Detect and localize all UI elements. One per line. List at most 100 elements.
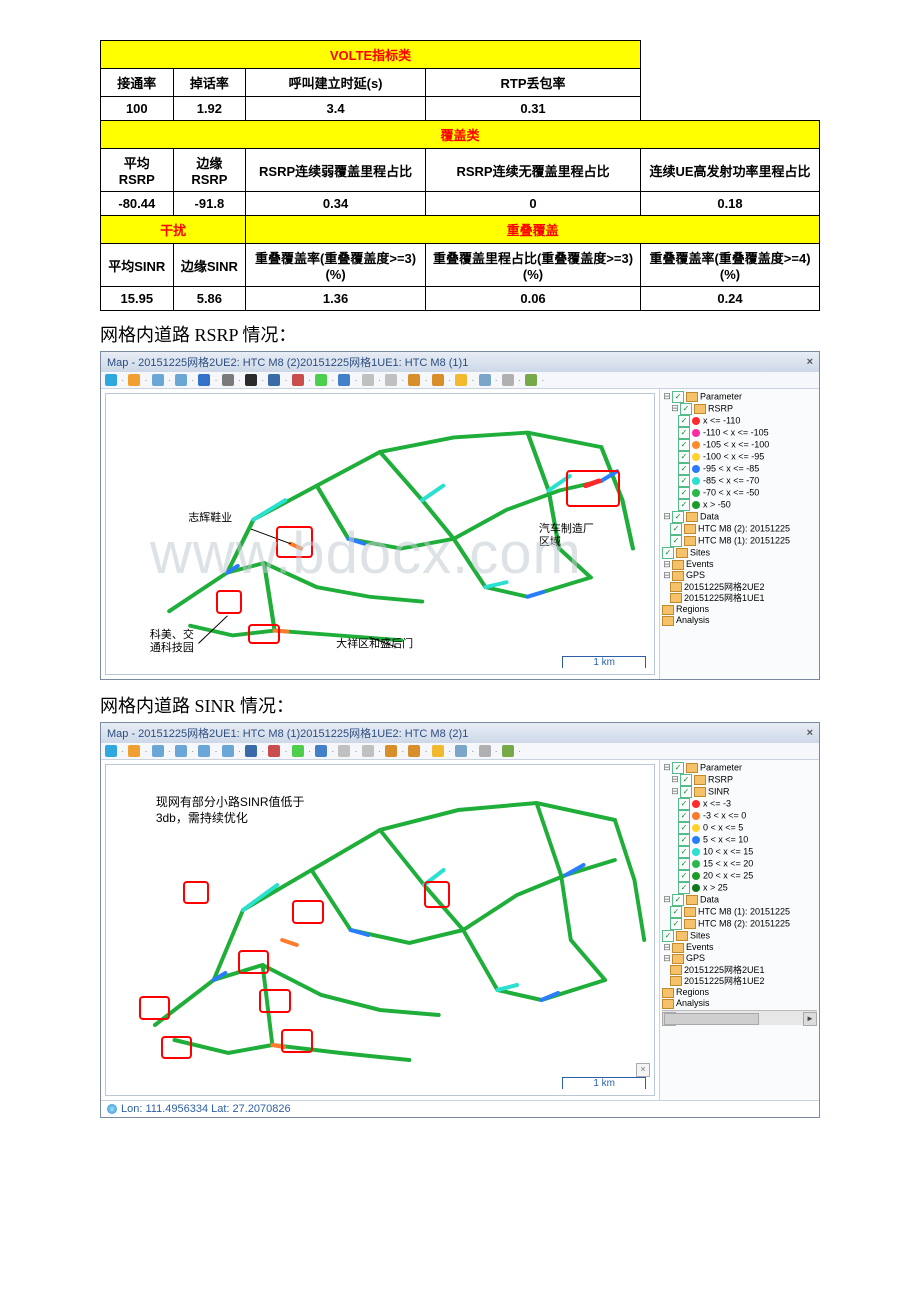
toolbar-icon[interactable] [408, 745, 420, 757]
toolbar-icon[interactable] [245, 374, 257, 386]
toolbar-icon[interactable] [385, 374, 397, 386]
toolbar-icon[interactable] [455, 745, 467, 757]
close-icon[interactable]: × [807, 727, 813, 739]
highlight-box [276, 526, 313, 558]
map-titlebar: Map - 20151225网格2UE1: HTC M8 (1)20151225… [101, 723, 819, 743]
col-header: 重叠覆盖率(重叠覆盖度>=3)(%) [246, 244, 426, 287]
highlight-box [161, 1036, 192, 1060]
volte-header: VOLTE指标类 [101, 41, 641, 69]
toolbar-icon[interactable] [432, 745, 444, 757]
toolbar-icon[interactable] [222, 374, 234, 386]
toolbar-icon[interactable] [385, 745, 397, 757]
toolbar-icon[interactable] [362, 745, 374, 757]
highlight-box [281, 1029, 312, 1053]
col-header: 呼叫建立时延(s) [246, 69, 426, 97]
map-canvas[interactable]: 志辉鞋业 科美、交 通科技园 大祥区和盛后门 汽车制造厂 区域 1 km www… [105, 393, 655, 675]
toolbar-icon[interactable] [362, 374, 374, 386]
toolbar-icon[interactable] [315, 745, 327, 757]
highlight-box [216, 590, 242, 614]
toolbar-icon[interactable] [338, 374, 350, 386]
scroll-thumb[interactable] [664, 1013, 759, 1025]
toolbar-icon[interactable] [432, 374, 444, 386]
map-side-panel: ⊟✓Parameter⊟✓RSRP✓x <= -110✓-110 < x <= … [659, 389, 819, 679]
toolbar-icon[interactable] [338, 745, 350, 757]
globe-icon [107, 1104, 117, 1114]
toolbar-icon[interactable] [245, 745, 257, 757]
section-title-rsrp: 网格内道路 RSRP 情况： [100, 321, 820, 347]
coverage-header: 覆盖类 [101, 121, 820, 149]
map-title: Map - 20151225网格2UE1: HTC M8 (1)20151225… [107, 725, 468, 741]
scroll-right-icon[interactable]: ► [803, 1012, 817, 1026]
col-header: RTP丢包率 [426, 69, 641, 97]
map-canvas[interactable]: 现网有部分小路SINR值低于3db，需持续优化 1 km × [105, 764, 655, 1096]
metrics-table: VOLTE指标类 接通率 掉话率 呼叫建立时延(s) RTP丢包率 100 1.… [100, 40, 820, 311]
cell: 100 [101, 97, 174, 121]
cell: 0.24 [641, 287, 820, 311]
map-scale: 1 km [562, 656, 646, 668]
cell: 3.4 [246, 97, 426, 121]
col-header: 边缘RSRP [173, 149, 246, 192]
map-scale: 1 km [562, 1077, 646, 1089]
toolbar-icon[interactable] [222, 745, 234, 757]
toolbar-icon[interactable] [479, 745, 491, 757]
col-header: 接通率 [101, 69, 174, 97]
col-header: RSRP连续无覆盖里程占比 [426, 149, 641, 192]
toolbar-icon[interactable] [198, 745, 210, 757]
highlight-box [292, 900, 323, 924]
toolbar-icon[interactable] [502, 374, 514, 386]
callout-zhihui: 志辉鞋业 [188, 512, 232, 525]
toolbar-icon[interactable] [268, 745, 280, 757]
cell: 0.06 [426, 287, 641, 311]
col-header: 掉话率 [173, 69, 246, 97]
col-header: 边缘SINR [173, 244, 246, 287]
col-header: 重叠覆盖里程占比(重叠覆盖度>=3)(%) [426, 244, 641, 287]
col-header: 连续UE高发射功率里程占比 [641, 149, 820, 192]
toolbar-icon[interactable] [292, 374, 304, 386]
minimize-icon[interactable]: × [636, 1063, 650, 1077]
highlight-box [238, 950, 269, 974]
latlon-text: Lon: 111.4956334 Lat: 27.2070826 [121, 1103, 291, 1115]
col-header: RSRP连续弱覆盖里程占比 [246, 149, 426, 192]
toolbar-icon[interactable] [408, 374, 420, 386]
toolbar-icon[interactable] [105, 374, 117, 386]
col-header: 平均RSRP [101, 149, 174, 192]
map-toolbar: ··················· [101, 372, 819, 389]
map-window-sinr: Map - 20151225网格2UE1: HTC M8 (1)20151225… [100, 722, 820, 1118]
highlight-box [259, 989, 290, 1013]
cell: 1.36 [246, 287, 426, 311]
cell: 0.18 [641, 192, 820, 216]
cell: 1.92 [173, 97, 246, 121]
map-window-rsrp: Map - 20151225网格2UE2: HTC M8 (2)20151225… [100, 351, 820, 680]
toolbar-icon[interactable] [175, 745, 187, 757]
map-side-panel: ⊟✓Parameter⊟✓RSRP⊟✓SINR✓x <= -3✓-3 < x <… [659, 760, 819, 1100]
interference-header: 干扰 [101, 216, 246, 244]
toolbar-icon[interactable] [315, 374, 327, 386]
overlap-header: 重叠覆盖 [246, 216, 820, 244]
highlight-box [139, 996, 170, 1020]
toolbar-icon[interactable] [105, 745, 117, 757]
map-title: Map - 20151225网格2UE2: HTC M8 (2)20151225… [107, 354, 468, 370]
map-toolbar: ·················· [101, 743, 819, 760]
toolbar-icon[interactable] [175, 374, 187, 386]
highlight-box [183, 881, 209, 905]
close-icon[interactable]: × [807, 356, 813, 368]
toolbar-icon[interactable] [128, 745, 140, 757]
toolbar-icon[interactable] [128, 374, 140, 386]
cell: 5.86 [173, 287, 246, 311]
toolbar-icon[interactable] [152, 745, 164, 757]
horizontal-scrollbar[interactable]: ◄ ► [662, 1010, 817, 1025]
toolbar-icon[interactable] [502, 745, 514, 757]
col-header: 重叠覆盖率(重叠覆盖度>=4)(%) [641, 244, 820, 287]
callout-daxiang: 大祥区和盛后门 [336, 638, 413, 651]
toolbar-icon[interactable] [455, 374, 467, 386]
toolbar-icon[interactable] [479, 374, 491, 386]
toolbar-icon[interactable] [525, 374, 537, 386]
toolbar-icon[interactable] [268, 374, 280, 386]
cell: 15.95 [101, 287, 174, 311]
toolbar-icon[interactable] [292, 745, 304, 757]
cell: -91.8 [173, 192, 246, 216]
toolbar-icon[interactable] [198, 374, 210, 386]
cell: 0.34 [246, 192, 426, 216]
callout-qiche: 汽车制造厂 区域 [539, 523, 594, 549]
toolbar-icon[interactable] [152, 374, 164, 386]
